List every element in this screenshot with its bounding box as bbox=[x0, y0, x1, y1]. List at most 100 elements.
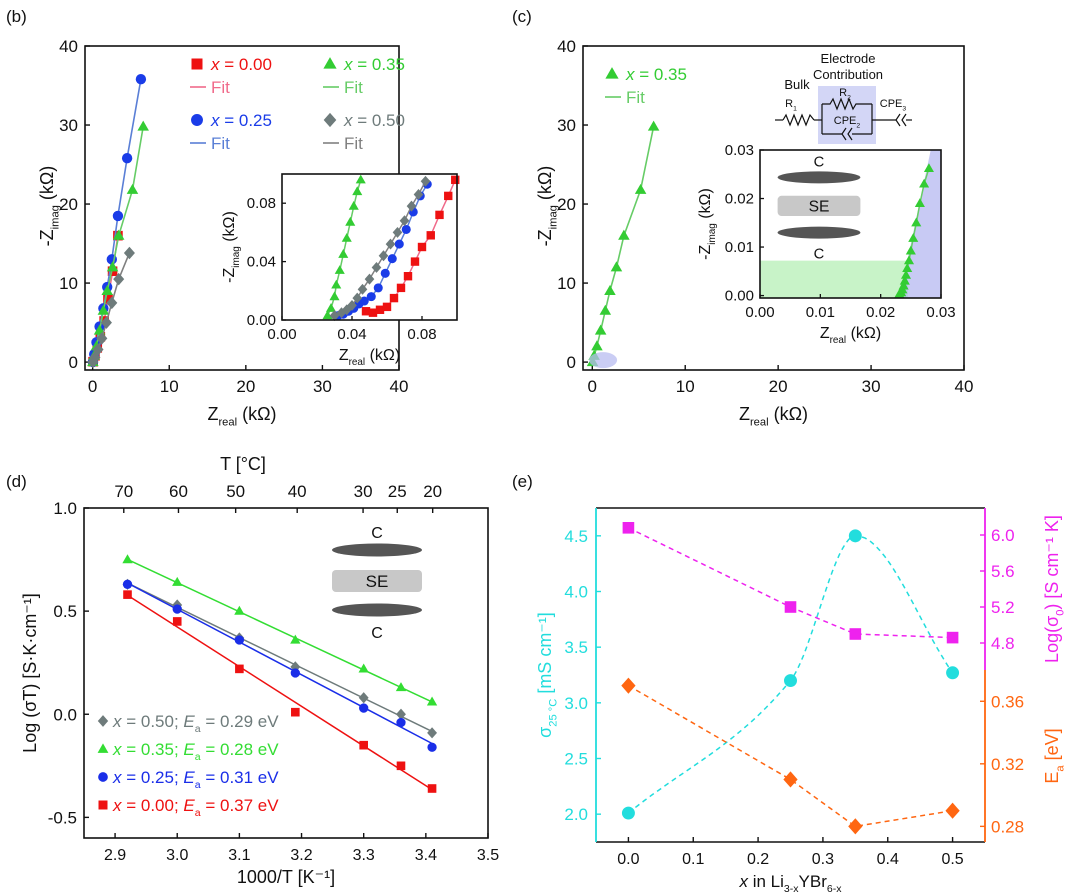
inset-data-point bbox=[389, 293, 399, 303]
inset-data-point bbox=[361, 307, 371, 316]
inset-x-tick-label: 0.01 bbox=[806, 304, 835, 321]
data-point bbox=[103, 294, 113, 304]
inset-data-point bbox=[403, 272, 413, 281]
inset-data-point bbox=[899, 275, 910, 285]
label-part: E bbox=[1042, 772, 1062, 784]
label-part: real bbox=[830, 335, 847, 346]
cell-label-middle: SE bbox=[809, 198, 830, 215]
label-part: -Z bbox=[37, 229, 57, 246]
inset-data-point bbox=[359, 296, 369, 306]
data-point bbox=[591, 340, 603, 351]
inset-data-point bbox=[451, 175, 460, 185]
data-point bbox=[358, 663, 369, 673]
data-point bbox=[100, 316, 112, 329]
y-tick-label: 1.0 bbox=[53, 499, 77, 518]
circuit-title-bulk: Bulk bbox=[784, 77, 810, 92]
legend-fit-label: Fit bbox=[344, 134, 363, 153]
x-tick-label: 40 bbox=[955, 377, 974, 396]
data-point bbox=[122, 579, 133, 589]
right-top-tick-label: 4.8 bbox=[991, 634, 1015, 653]
inset-x-tick-label: 0.00 bbox=[267, 326, 296, 343]
label-part: Z bbox=[339, 347, 349, 364]
data-point bbox=[599, 304, 612, 315]
right-top-y-axis-label: Log(σ0) [S cm⁻¹ K] bbox=[1042, 515, 1066, 663]
label-part: = 0.50; bbox=[122, 712, 184, 731]
inset-data-point bbox=[392, 226, 403, 238]
inset-data-point bbox=[345, 216, 356, 226]
data-point bbox=[106, 261, 119, 272]
inset-data-point bbox=[426, 231, 435, 240]
label-part: E bbox=[183, 712, 195, 731]
label-part: [eV] bbox=[1042, 728, 1062, 765]
label-part: x bbox=[210, 111, 220, 130]
legend-marker bbox=[605, 67, 619, 79]
inset-x-tick-label: 0.08 bbox=[407, 326, 436, 343]
inset-y-tick-label: 0.03 bbox=[725, 142, 754, 159]
y-axis-label: -Zimag (kΩ) bbox=[37, 166, 61, 247]
label-part: a bbox=[195, 807, 201, 819]
inset-data-point bbox=[444, 191, 453, 201]
electrolyte-disc bbox=[777, 195, 861, 217]
data-point bbox=[113, 272, 125, 286]
data-point bbox=[92, 343, 104, 356]
x-tick-label: 0.2 bbox=[747, 851, 769, 868]
legend-label: x = 0.50 bbox=[343, 111, 405, 130]
origin-highlight bbox=[589, 352, 618, 369]
left-y-tick-label: 2.5 bbox=[564, 750, 588, 769]
log-sigma0-point bbox=[849, 628, 862, 640]
sigma-point bbox=[946, 666, 960, 680]
right-top-tick-label: 5.6 bbox=[991, 562, 1015, 581]
x-tick-label: 0.4 bbox=[877, 851, 899, 868]
label-part: = 0.35 bbox=[353, 55, 405, 74]
y-tick-label: 0 bbox=[567, 353, 576, 372]
label-part: Log(σ bbox=[1042, 616, 1062, 663]
y-tick-label: 0.5 bbox=[53, 602, 77, 621]
inset-y-tick-label: 0.01 bbox=[725, 239, 754, 256]
inset-x-tick-label: 0.02 bbox=[866, 304, 895, 321]
inset-data-point bbox=[919, 178, 930, 188]
plot-frame bbox=[582, 45, 965, 371]
right-top-tick-label: 6.0 bbox=[991, 526, 1015, 545]
data-point bbox=[426, 696, 438, 706]
plot-frame bbox=[83, 507, 489, 839]
inset-data-point bbox=[399, 215, 410, 227]
inset-data-point bbox=[420, 175, 431, 187]
label-part: 6-x bbox=[827, 883, 842, 895]
circuit-title-contribution: Contribution bbox=[813, 67, 883, 82]
left-y-tick-label: 3.5 bbox=[564, 638, 588, 657]
data-point bbox=[427, 727, 438, 739]
label-part: real bbox=[349, 357, 366, 368]
cell-label-top: C bbox=[371, 525, 383, 542]
data-point bbox=[594, 324, 607, 335]
inset-data-point bbox=[914, 198, 925, 207]
inset-data-point bbox=[352, 186, 363, 196]
bottom-electrode-disc bbox=[777, 226, 861, 239]
inset-x-axis-label: Zreal (kΩ) bbox=[820, 325, 881, 346]
label-part: Z bbox=[207, 404, 218, 424]
legend-fit-label: Fit bbox=[211, 78, 230, 97]
ea-point bbox=[848, 818, 863, 835]
label-part: x bbox=[112, 768, 122, 787]
top-tick-label: 40 bbox=[288, 482, 307, 501]
legend-label: x = 0.35 bbox=[625, 65, 687, 84]
right-top-tick-label: 5.2 bbox=[991, 598, 1015, 617]
label-part: a bbox=[195, 779, 201, 791]
inset-y-axis-label: -Zimag (kΩ) bbox=[697, 188, 718, 260]
label-part: CPE bbox=[834, 115, 857, 127]
label-part: (kΩ) bbox=[697, 188, 714, 223]
data-point bbox=[172, 576, 183, 586]
bottom-electrode-disc bbox=[332, 603, 422, 617]
plot-frame bbox=[759, 149, 942, 299]
label-part: x bbox=[112, 740, 122, 759]
inset-data-point bbox=[413, 188, 424, 200]
inset-data-point bbox=[908, 233, 919, 242]
legend-label: x = 0.50; Ea = 0.29 eV bbox=[112, 712, 279, 735]
data-point bbox=[93, 324, 106, 335]
y-tick-label: 30 bbox=[59, 116, 78, 135]
x-tick-label: 3.3 bbox=[353, 847, 375, 864]
inset-data-point bbox=[905, 245, 916, 255]
data-point bbox=[122, 554, 133, 564]
inset-data-point bbox=[371, 261, 382, 273]
label-part: a bbox=[195, 751, 201, 763]
inset-data-point bbox=[375, 305, 385, 314]
